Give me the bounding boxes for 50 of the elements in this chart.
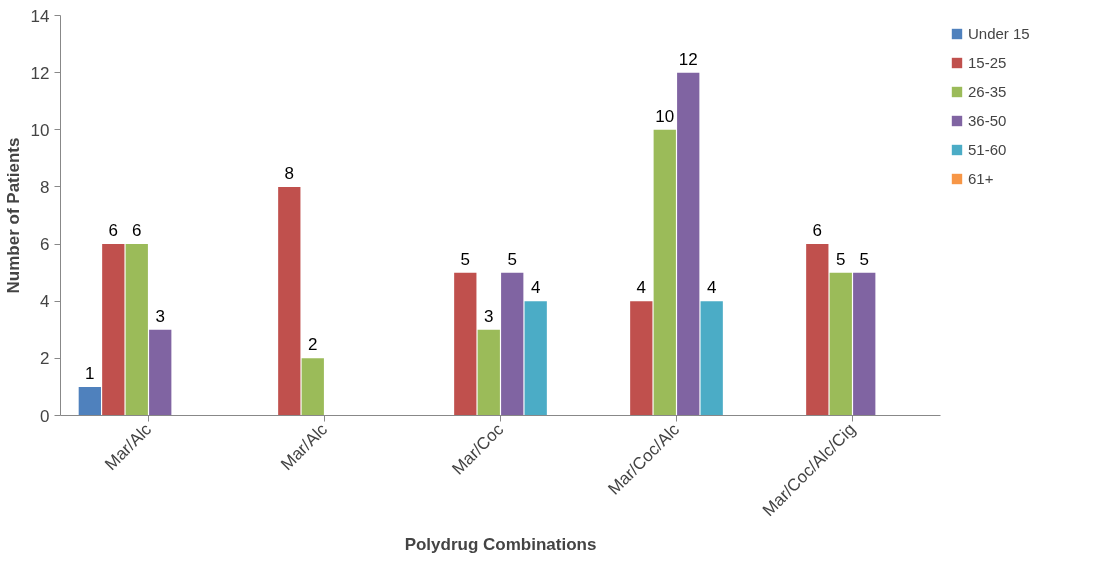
data-label: 6 — [812, 221, 823, 241]
data-label: 6 — [108, 221, 119, 241]
bar — [501, 272, 524, 416]
y-tick-label: 12 — [30, 63, 50, 83]
bar — [477, 329, 500, 416]
data-label: 5 — [460, 249, 471, 269]
bar — [149, 329, 172, 416]
y-tick-label: 2 — [40, 349, 50, 369]
data-label: 5 — [859, 249, 869, 269]
data-label: 3 — [484, 306, 494, 326]
bar — [700, 301, 723, 416]
bar — [301, 358, 324, 416]
data-label: 2 — [308, 335, 318, 355]
legend-label: 36-50 — [968, 112, 1007, 129]
data-label: 10 — [655, 106, 675, 126]
bar — [630, 301, 653, 416]
bar — [806, 244, 829, 416]
legend-label: 61+ — [968, 170, 994, 187]
data-label: 8 — [284, 163, 295, 183]
bar — [125, 244, 148, 416]
y-tick-label: 6 — [40, 235, 50, 255]
bar — [653, 129, 676, 416]
bar — [78, 386, 101, 416]
y-tick-label: 14 — [30, 6, 50, 26]
data-label: 4 — [530, 278, 541, 298]
data-label: 12 — [678, 49, 698, 69]
y-tick-label: 4 — [40, 292, 50, 312]
legend-label: Under 15 — [968, 25, 1030, 42]
bar — [677, 72, 700, 416]
y-tick-label: 0 — [40, 406, 50, 426]
legend-label: 15-25 — [968, 54, 1007, 71]
bar — [454, 272, 477, 416]
data-label: 5 — [836, 249, 846, 269]
data-label: 5 — [507, 249, 517, 269]
y-tick-label: 8 — [40, 177, 50, 197]
bar — [278, 186, 301, 416]
x-axis-title: Polydrug Combinations — [404, 534, 597, 554]
data-label: 6 — [132, 221, 142, 241]
bar — [524, 301, 547, 416]
bar — [853, 272, 876, 416]
legend-label: 26-35 — [968, 83, 1007, 100]
data-label: 1 — [85, 363, 95, 383]
bar — [102, 244, 125, 416]
y-axis-title: Number of Patients — [3, 137, 23, 294]
data-label: 4 — [636, 278, 647, 298]
y-tick-label: 10 — [30, 120, 50, 140]
bar — [829, 272, 852, 416]
legend-label: 51-60 — [968, 141, 1007, 158]
data-label: 3 — [155, 306, 165, 326]
data-label: 4 — [706, 278, 717, 298]
